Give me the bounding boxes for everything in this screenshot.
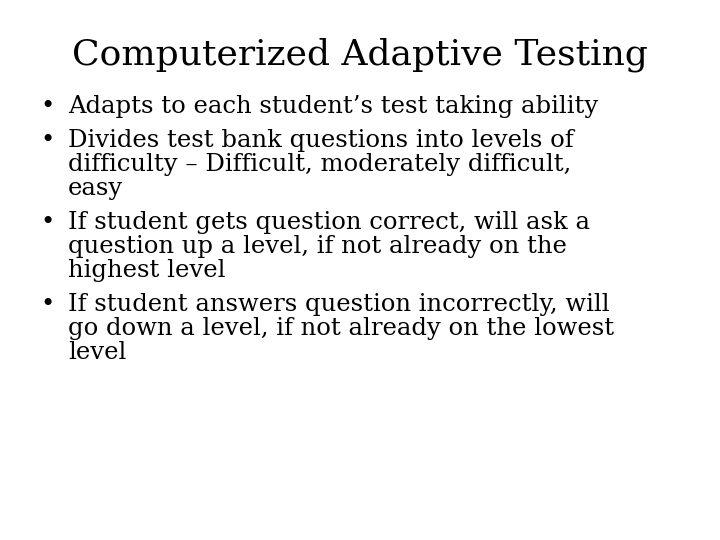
Text: question up a level, if not already on the: question up a level, if not already on t… (68, 235, 567, 258)
Text: Adapts to each student’s test taking ability: Adapts to each student’s test taking abi… (68, 95, 598, 118)
Text: •: • (40, 95, 54, 118)
Text: •: • (40, 293, 54, 316)
Text: Divides test bank questions into levels of: Divides test bank questions into levels … (68, 129, 574, 152)
Text: highest level: highest level (68, 259, 225, 282)
Text: easy: easy (68, 177, 123, 200)
Text: go down a level, if not already on the lowest: go down a level, if not already on the l… (68, 317, 614, 340)
Text: Computerized Adaptive Testing: Computerized Adaptive Testing (72, 38, 648, 72)
Text: If student gets question correct, will ask a: If student gets question correct, will a… (68, 211, 590, 234)
Text: •: • (40, 129, 54, 152)
Text: If student answers question incorrectly, will: If student answers question incorrectly,… (68, 293, 610, 316)
Text: level: level (68, 341, 127, 364)
Text: difficulty – Difficult, moderately difficult,: difficulty – Difficult, moderately diffi… (68, 153, 571, 176)
Text: •: • (40, 211, 54, 234)
